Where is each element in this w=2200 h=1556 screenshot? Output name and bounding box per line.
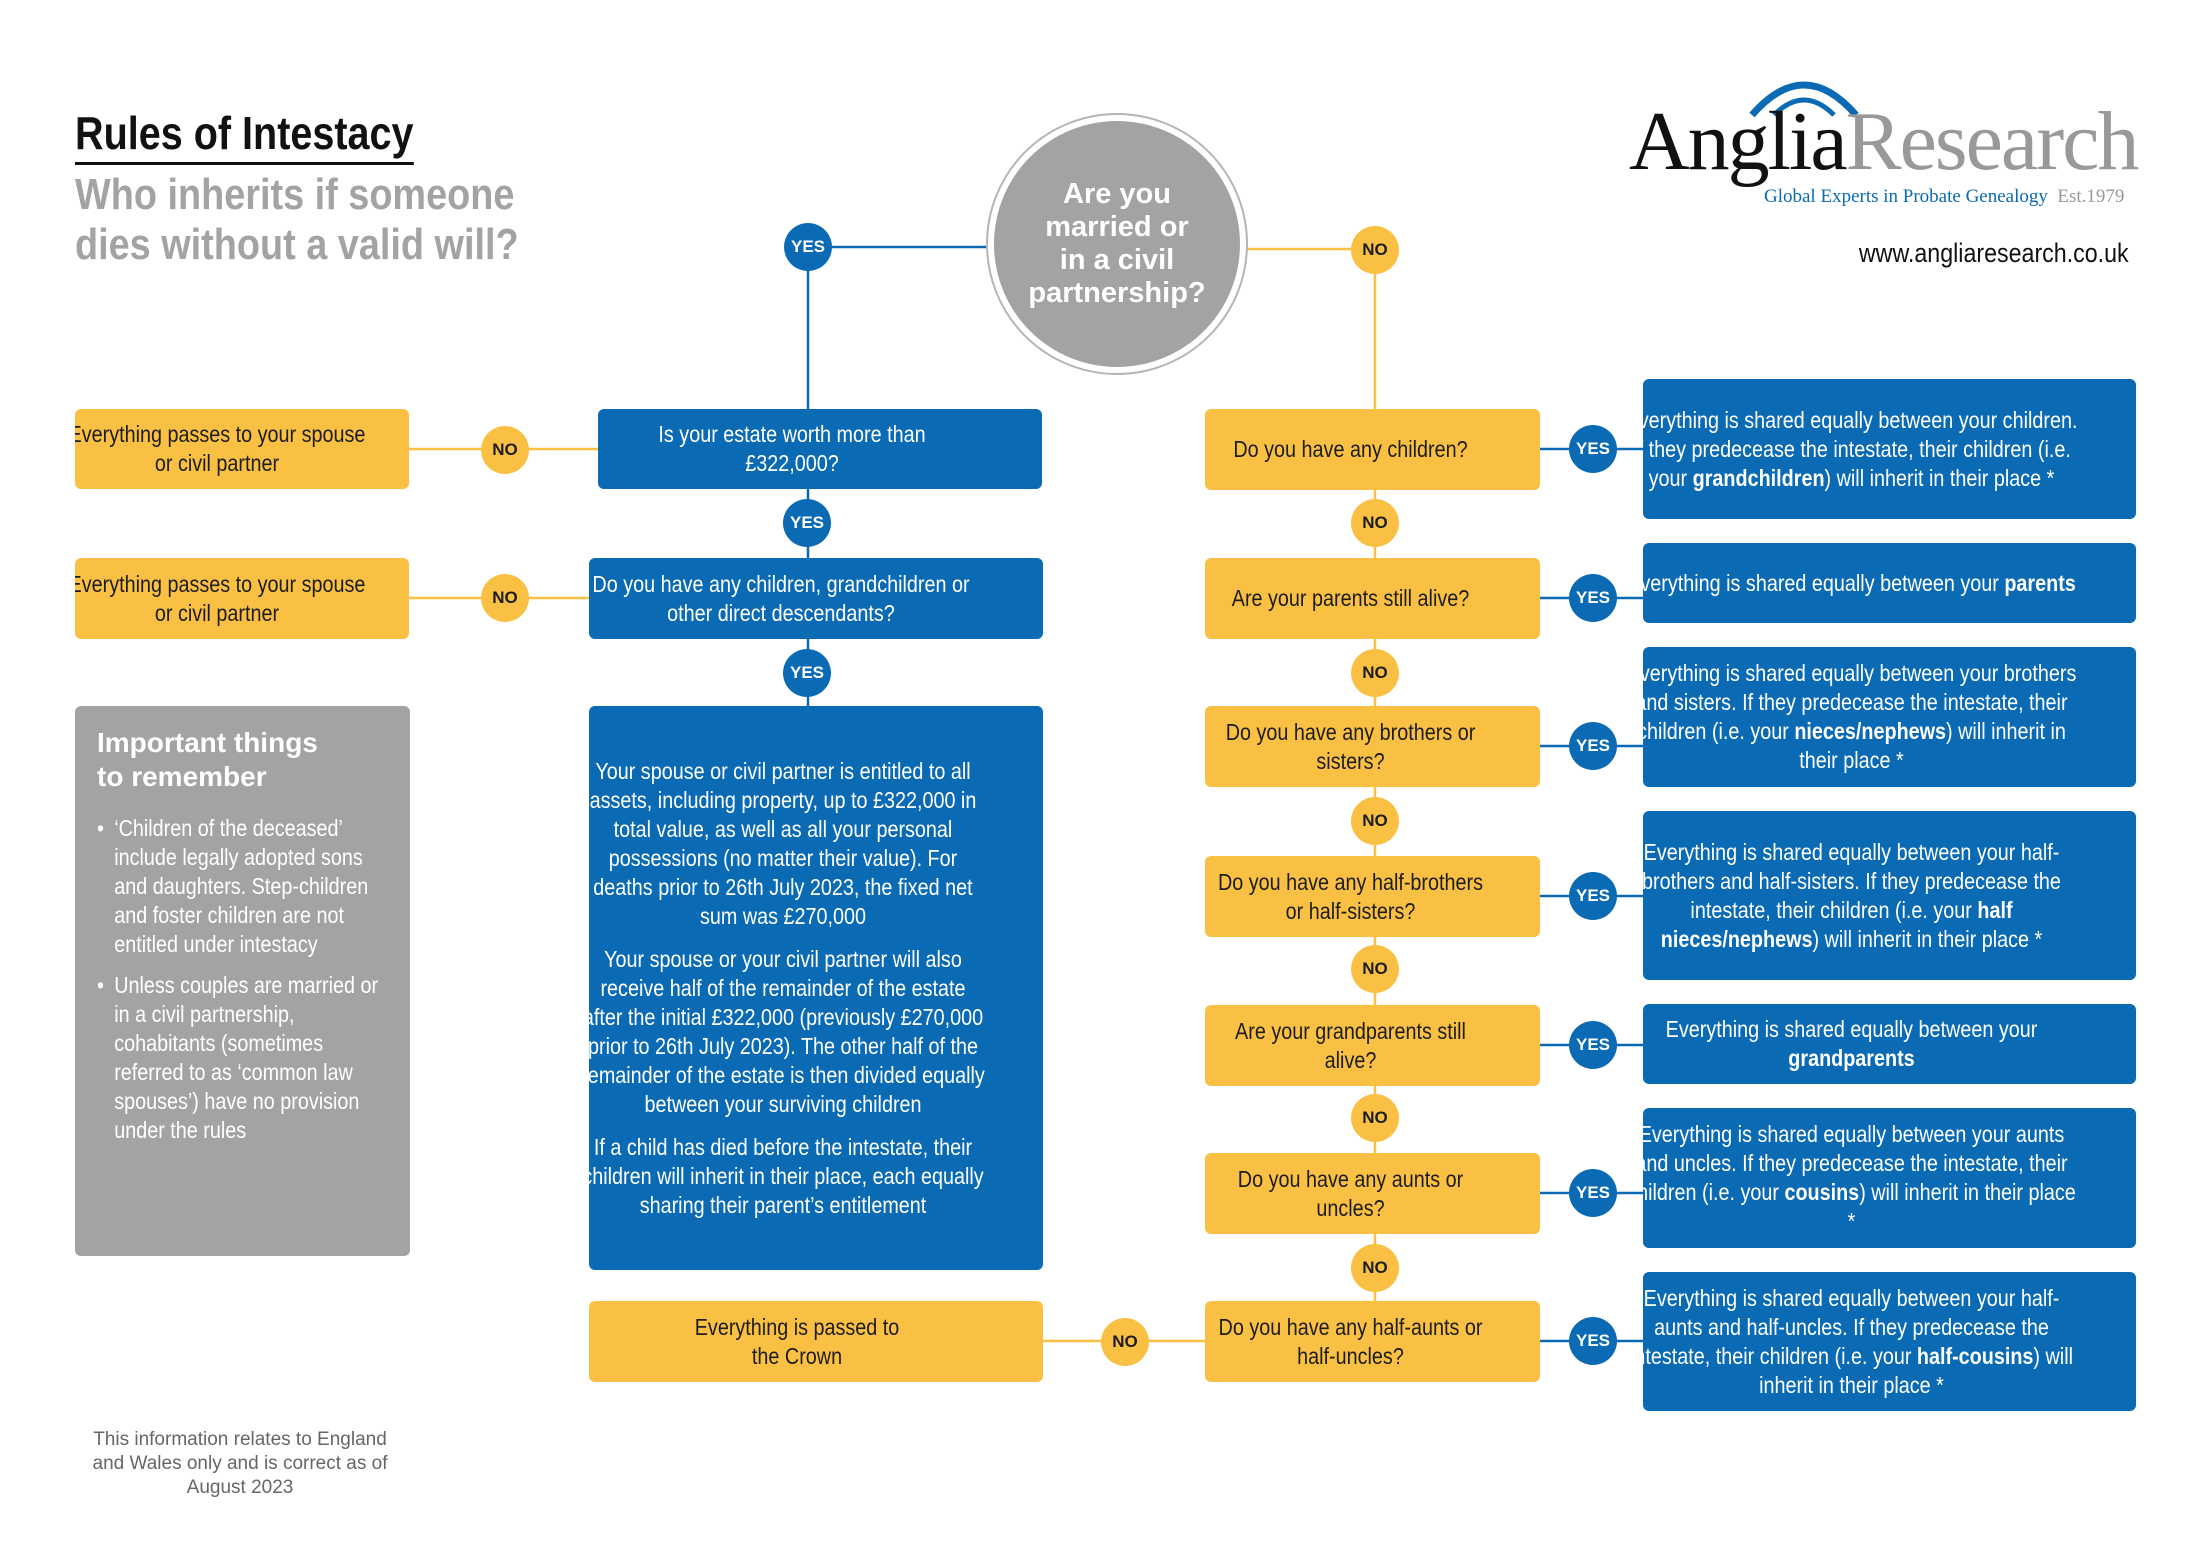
no-badge: NO: [1351, 1244, 1399, 1292]
outcome-text: Everything is passed to the Crown: [694, 1313, 900, 1369]
outcome-bold-text: nieces/nephews: [1794, 718, 1947, 744]
question-box: Do you have any brothers or sisters?: [1205, 706, 1540, 787]
no-badge: NO: [481, 426, 529, 474]
question-text: Are your grandparents still alive?: [1234, 1017, 1466, 1073]
anglia-research-logo: AngliaResearch Global Experts in Probate…: [1629, 70, 2139, 215]
outcome-box: Everything is shared equally between you…: [1643, 379, 2136, 519]
remember-item-text: ‘Children of the deceased’ include legal…: [114, 815, 369, 957]
question-box: Are your grandparents still alive?: [1205, 1005, 1540, 1086]
outcome-box: Everything is shared equally between you…: [1643, 1272, 2136, 1411]
question-line: in a civil: [1059, 244, 1175, 276]
outcome-paragraph: If a child has died before the intestate…: [589, 1133, 984, 1218]
yes-badge: YES: [784, 223, 832, 271]
outcome-text: ) will inherit in their place *: [1825, 464, 2055, 491]
outcome-text: ) will inherit in their place *: [1848, 1179, 2077, 1234]
panel-title: Important things to remember: [97, 727, 318, 792]
question-box: Do you have any half-aunts or half-uncle…: [1205, 1301, 1540, 1382]
no-badge: NO: [1351, 1094, 1399, 1142]
question-text: Do you have any children, grandchildren …: [592, 570, 970, 626]
outcome-bold-text: cousins: [1784, 1179, 1860, 1205]
yes-badge: YES: [783, 649, 831, 697]
footnote: This information relates to England and …: [92, 1429, 388, 1498]
outcome-box: Everything is shared equally between you…: [1643, 647, 2136, 787]
question-text: Do you have any brothers or sisters?: [1225, 718, 1475, 774]
question-line: married or: [1045, 211, 1189, 243]
outcome-text: ) will inherit in their place *: [1759, 1342, 2074, 1398]
outcome-spouse-inherits: Everything passes to your spouse or civi…: [75, 558, 409, 639]
outcome-text: Everything is shared equally between you…: [1666, 1016, 2038, 1042]
yes-badge: YES: [1569, 425, 1617, 473]
yes-badge: YES: [1569, 1317, 1617, 1365]
question-line: Are you: [1063, 178, 1171, 210]
question-box: Are your parents still alive?: [1205, 558, 1540, 639]
yes-badge: YES: [1569, 1021, 1617, 1069]
outcome-bold-text: grandparents: [1788, 1045, 1916, 1071]
no-badge: NO: [1351, 499, 1399, 547]
question-text: Do you have any children?: [1233, 436, 1468, 462]
yes-badge: YES: [1569, 872, 1617, 920]
outcome-bold-text: half nieces/nephews: [1661, 896, 2014, 952]
question-line: partnership?: [1028, 277, 1206, 309]
start-question-circle: Are you married or in a civil partnershi…: [986, 113, 1248, 375]
outcome-text: Everything is shared equally between you…: [1643, 406, 2078, 491]
outcome-text: Everything is shared equally between you…: [1643, 1121, 2069, 1205]
outcome-text: Everything passes to your spouse or civi…: [75, 570, 366, 626]
logo-est: Est.1979: [2057, 186, 2125, 207]
outcome-crown: Everything is passed to the Crown: [589, 1301, 1043, 1382]
no-badge: NO: [1101, 1318, 1149, 1366]
remember-item-text: Unless couples are married or in a civil…: [114, 972, 379, 1143]
question-text: Do you have any half-brothers or half-si…: [1217, 868, 1483, 924]
outcome-bold-text: half-cousins: [1917, 1342, 2034, 1369]
outcome-paragraph: Your spouse or civil partner is entitled…: [589, 757, 976, 929]
no-badge: NO: [1351, 797, 1399, 845]
page-subtitle: Who inherits if someone dies without a v…: [75, 170, 519, 270]
no-badge: NO: [1351, 226, 1399, 274]
no-badge: NO: [481, 574, 529, 622]
question-text: Do you have any half-aunts or half-uncle…: [1218, 1313, 1483, 1369]
question-estate-value: Is your estate worth more than £322,000?: [598, 409, 1042, 489]
question-descendants: Do you have any children, grandchildren …: [589, 558, 1043, 639]
question-box: Do you have any aunts or uncles?: [1205, 1153, 1540, 1234]
no-badge: NO: [1351, 649, 1399, 697]
outcome-text: Everything is shared equally between you…: [1643, 1284, 2060, 1369]
question-box: Do you have any children?: [1205, 409, 1540, 490]
question-text: Do you have any aunts or uncles?: [1237, 1165, 1463, 1221]
outcome-box: Everything is shared equally between you…: [1643, 543, 2136, 623]
outcome-box: Everything is shared equally between you…: [1643, 1108, 2136, 1248]
question-box: Do you have any half-brothers or half-si…: [1205, 856, 1540, 937]
subtitle-line: Who inherits if someone: [75, 170, 515, 219]
yes-badge: YES: [1569, 722, 1617, 770]
outcome-text: Everything is shared equally between you…: [1643, 838, 2062, 923]
outcome-spouse-and-children: Your spouse or civil partner is entitled…: [589, 706, 1043, 1270]
outcome-box: Everything is shared equally between you…: [1643, 1004, 2136, 1084]
outcome-paragraph: Your spouse or your civil partner will a…: [589, 945, 985, 1117]
yes-badge: YES: [1569, 574, 1617, 622]
remember-item: • Unless couples are married or in a civi…: [97, 972, 379, 1143]
outcome-text: ) will inherit in their place *: [1812, 925, 2043, 952]
outcome-text: Everything is shared equally between you…: [1643, 569, 2005, 596]
remember-item: • ‘Children of the deceased’ include lega…: [97, 815, 369, 957]
outcome-bold-text: parents: [2004, 569, 2077, 596]
yes-badge: YES: [1569, 1169, 1617, 1217]
question-text: Is your estate worth more than £322,000?: [658, 421, 926, 476]
logo-brand-light: Research: [1845, 95, 2140, 188]
logo-tagline: Global Experts in Probate Genealogy: [1764, 186, 2048, 207]
no-badge: NO: [1351, 945, 1399, 993]
outcome-text: Everything passes to your spouse or civi…: [75, 421, 366, 476]
outcome-text: Everything is shared equally between you…: [1643, 660, 2077, 744]
outcome-text: ) will inherit in their place *: [1799, 718, 2067, 773]
logo-brand-dark: Anglia: [1629, 95, 1848, 188]
page-title: Rules of Intestacy: [75, 106, 414, 165]
logo-arc-icon: [1749, 81, 1859, 118]
outcome-box: Everything is shared equally between you…: [1643, 811, 2136, 980]
website-url[interactable]: www.angliaresearch.co.uk: [1859, 238, 2129, 268]
subtitle-line: dies without a valid will?: [75, 220, 519, 269]
outcome-spouse-inherits: Everything passes to your spouse or civi…: [75, 409, 409, 489]
yes-badge: YES: [783, 499, 831, 547]
outcome-bold-text: grandchildren: [1693, 464, 1826, 491]
question-text: Are your parents still alive?: [1231, 585, 1469, 611]
important-things-panel: Important things to remember • ‘Children …: [75, 706, 410, 1256]
